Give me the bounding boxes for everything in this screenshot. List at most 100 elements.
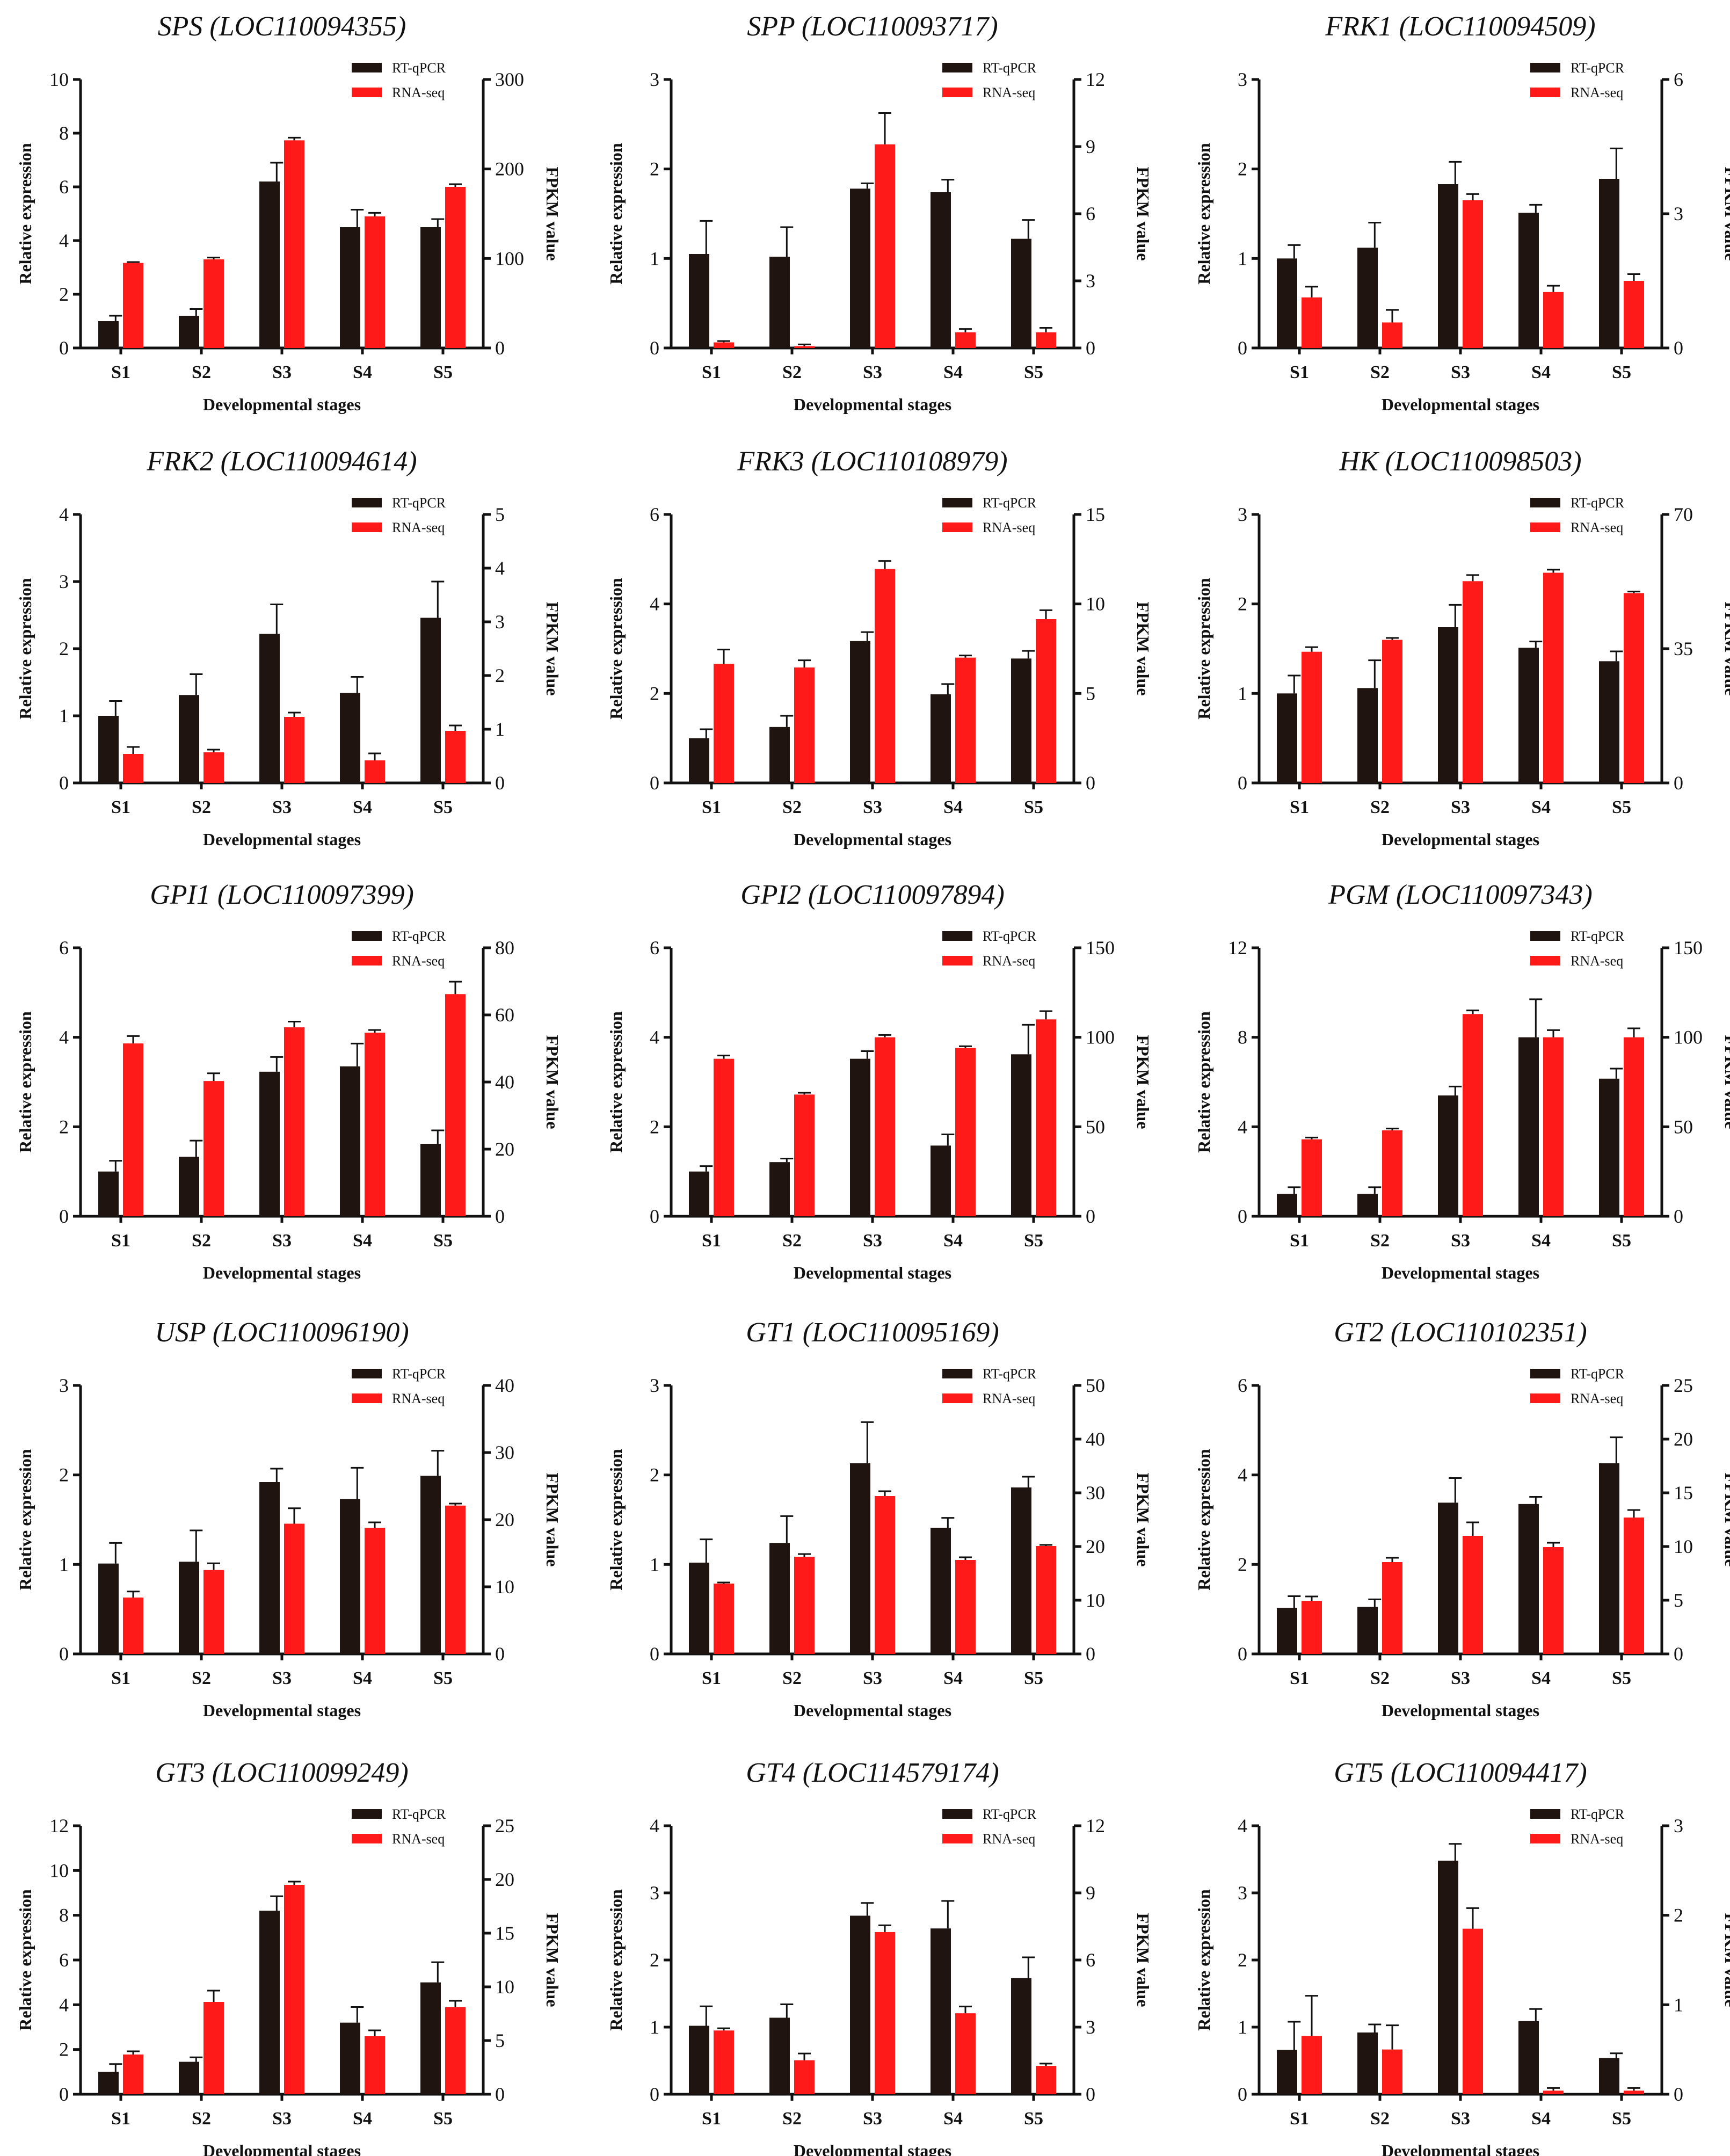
rtqpcr-bar-s2 (769, 1162, 790, 1216)
y2-axis-label: FPKM value (1721, 1913, 1730, 2007)
chart-panel-1: SPS (LOC110094355)02468100100200300Relat… (16, 11, 562, 414)
rnaseq-bar-s4 (1543, 1037, 1564, 1216)
right-tick-label: 6 (1086, 1949, 1095, 1971)
legend-label: RNA-seq (392, 1391, 445, 1406)
rtqpcr-bar-s2 (179, 2061, 199, 2094)
rnaseq-bar-s5 (445, 187, 466, 348)
left-tick-label: 3 (1238, 504, 1247, 525)
y2-axis-label: FPKM value (1721, 1035, 1730, 1129)
rnaseq-bar-s1 (123, 2055, 143, 2094)
left-tick-label: 6 (59, 937, 69, 959)
left-tick-label: 2 (650, 158, 659, 180)
rtqpcr-bar-s1 (98, 716, 119, 783)
rnaseq-bar-s2 (1382, 322, 1402, 348)
rtqpcr-bar-s5 (1011, 1978, 1031, 2094)
y2-axis-label: FPKM value (543, 1913, 562, 2007)
right-tick-label: 10 (1674, 1536, 1693, 1557)
rnaseq-bar-s5 (1036, 2066, 1056, 2094)
left-tick-label: 1 (650, 248, 659, 269)
x-tick-label: S5 (1024, 1668, 1043, 1688)
rtqpcr-bar-s3 (1438, 1095, 1458, 1216)
rtqpcr-bar-s2 (179, 1562, 199, 1654)
left-tick-label: 2 (1238, 1554, 1247, 1575)
rtqpcr-bar-s3 (259, 1482, 280, 1654)
right-tick-label: 3 (495, 611, 505, 633)
y-axis-label: Relative expression (16, 1011, 35, 1153)
legend-label: RT-qPCR (392, 1366, 446, 1382)
right-tick-label: 150 (1674, 937, 1703, 959)
left-tick-label: 4 (1238, 1116, 1247, 1137)
legend-label: RT-qPCR (392, 60, 446, 76)
right-tick-label: 10 (495, 1576, 514, 1598)
legend-label: RNA-seq (1571, 85, 1623, 100)
left-tick-label: 10 (49, 69, 69, 90)
x-tick-label: S2 (1370, 1668, 1390, 1688)
right-tick-label: 5 (495, 504, 505, 525)
left-tick-label: 1 (59, 705, 69, 727)
left-tick-label: 2 (1238, 1949, 1247, 1971)
y-axis-label: Relative expression (606, 1889, 626, 2031)
rtqpcr-bar-s5 (1599, 1078, 1619, 1216)
rnaseq-bar-s5 (445, 1505, 466, 1654)
left-tick-label: 2 (1238, 158, 1247, 180)
chart-title: GT1 (LOC110095169) (746, 1317, 999, 1348)
rtqpcr-bar-s5 (1599, 179, 1619, 348)
x-tick-label: S5 (433, 2109, 453, 2129)
x-tick-label: S1 (111, 1668, 130, 1688)
right-tick-label: 12 (1086, 69, 1105, 90)
left-tick-label: 3 (650, 1882, 659, 1904)
rtqpcr-bar-s1 (1277, 1194, 1297, 1216)
rtqpcr-bar-s1 (98, 1171, 119, 1216)
legend-swatch (1530, 1393, 1560, 1403)
right-tick-label: 0 (1086, 1206, 1095, 1227)
left-tick-label: 0 (59, 2084, 69, 2105)
rtqpcr-bar-s5 (420, 227, 441, 348)
right-tick-label: 6 (1086, 203, 1095, 224)
left-tick-label: 2 (650, 683, 659, 704)
legend-swatch (352, 956, 382, 966)
x-tick-label: S2 (782, 2109, 802, 2129)
right-tick-label: 50 (1086, 1116, 1105, 1137)
left-tick-label: 8 (59, 122, 69, 144)
rnaseq-bar-s1 (1302, 1139, 1322, 1216)
y2-axis-label: FPKM value (543, 601, 562, 695)
rtqpcr-bar-s3 (850, 1058, 870, 1216)
left-tick-label: 0 (1238, 337, 1247, 359)
right-tick-label: 20 (495, 1138, 514, 1160)
rnaseq-bar-s1 (123, 1598, 143, 1654)
x-tick-label: S2 (192, 1668, 211, 1688)
left-tick-label: 2 (1238, 593, 1247, 615)
rnaseq-bar-s4 (1543, 292, 1564, 348)
y2-axis-label: FPKM value (1721, 601, 1730, 695)
rnaseq-bar-s1 (123, 1043, 143, 1216)
right-tick-label: 5 (495, 2030, 505, 2051)
legend-label: RT-qPCR (983, 60, 1037, 76)
rtqpcr-bar-s2 (1357, 248, 1378, 348)
legend-label: RNA-seq (1571, 1831, 1623, 1847)
rnaseq-bar-s2 (203, 2002, 224, 2094)
x-tick-label: S3 (272, 1231, 292, 1251)
rnaseq-bar-s1 (1302, 651, 1322, 783)
right-tick-label: 300 (495, 69, 524, 90)
legend-swatch (1530, 956, 1560, 966)
rnaseq-bar-s1 (714, 664, 734, 783)
left-tick-label: 1 (1238, 683, 1247, 704)
y2-axis-label: FPKM value (543, 1472, 562, 1566)
legend-label: RT-qPCR (1571, 60, 1625, 76)
chart-title: FRK1 (LOC110094509) (1325, 11, 1595, 42)
y-axis-label: Relative expression (16, 143, 35, 285)
x-tick-label: S4 (353, 797, 372, 817)
left-tick-label: 0 (650, 772, 659, 794)
right-tick-label: 9 (1086, 1882, 1095, 1904)
rtqpcr-bar-s4 (931, 1145, 951, 1216)
rnaseq-bar-s3 (1463, 1928, 1483, 2094)
rtqpcr-bar-s4 (931, 1528, 951, 1654)
rnaseq-bar-s3 (875, 1037, 895, 1216)
rnaseq-bar-s5 (1036, 1546, 1056, 1654)
rtqpcr-bar-s1 (689, 738, 709, 783)
rnaseq-bar-s3 (1463, 581, 1483, 783)
rnaseq-bar-s3 (284, 140, 304, 348)
x-tick-label: S1 (702, 362, 721, 382)
rnaseq-bar-s1 (123, 263, 143, 348)
rtqpcr-bar-s1 (689, 2026, 709, 2094)
